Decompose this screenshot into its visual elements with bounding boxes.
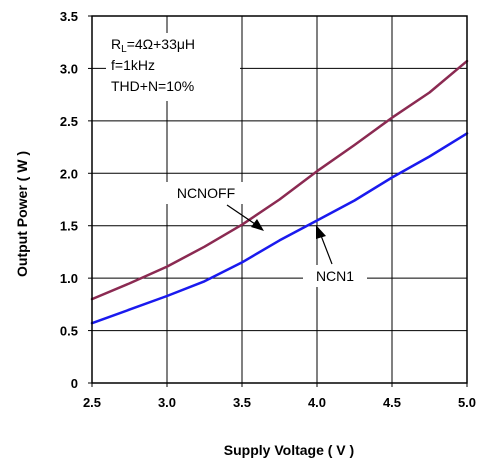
x-tick-label: 2.5 — [83, 395, 101, 410]
frequency-condition: f=1kHz — [111, 57, 155, 73]
ncn1-arrow-head — [316, 225, 326, 239]
plot-border — [91, 15, 468, 384]
load-condition: RL=4Ω+33μH — [111, 36, 195, 55]
y-tick-label: 0.5 — [60, 324, 78, 339]
ncnoff-arrow-line — [226, 204, 259, 227]
y-tick-label: 0 — [71, 376, 78, 391]
ncnoff-label: NCNOFF — [177, 185, 235, 201]
y-tick-label: 1.0 — [60, 271, 78, 286]
ncn1-arrow-line — [319, 232, 333, 265]
series-lines — [90, 59, 469, 325]
y-tick-label: 2.5 — [60, 114, 78, 129]
y-tick-label: 3.0 — [60, 61, 78, 76]
series-line-ncnoff — [90, 59, 469, 301]
test-conditions-background — [106, 33, 240, 101]
ncnoff-label-background — [166, 182, 246, 204]
y-axis-label: Output Power ( W ) — [14, 151, 30, 277]
ncnoff-callout: NCNOFF — [166, 182, 264, 231]
y-tick-label: 3.5 — [60, 9, 78, 24]
y-tick-label: 1.5 — [60, 219, 78, 234]
test-conditions-box: RL=4Ω+33μH f=1kHz THD+N=10% — [106, 33, 240, 101]
grid — [92, 16, 467, 383]
load-subscript: L — [121, 44, 127, 55]
x-tick-label: 3.5 — [233, 395, 251, 410]
load-prefix: R — [111, 36, 121, 52]
series-line-ncn1 — [90, 132, 469, 325]
x-tick-label: 5.0 — [458, 395, 476, 410]
x-tick-label: 3.0 — [158, 395, 176, 410]
load-value: =4Ω+33μH — [127, 36, 195, 52]
y-axis-ticks: 0 0.5 1.0 1.5 2.0 2.5 3.0 3.5 — [60, 9, 92, 391]
plot-frame — [91, 15, 468, 384]
ncn1-callout: NCN1 — [303, 225, 367, 287]
ncnoff-arrow-head — [251, 219, 264, 231]
ncn1-label-background — [303, 265, 367, 287]
ncn1-label: NCN1 — [316, 268, 354, 284]
x-tick-label: 4.0 — [308, 395, 326, 410]
x-axis-ticks: 2.5 3.0 3.5 4.0 4.5 5.0 — [83, 383, 476, 410]
x-tick-label: 4.5 — [383, 395, 401, 410]
x-axis-label: Supply Voltage ( V ) — [224, 442, 354, 458]
y-tick-label: 2.0 — [60, 166, 78, 181]
thd-condition: THD+N=10% — [111, 78, 194, 94]
